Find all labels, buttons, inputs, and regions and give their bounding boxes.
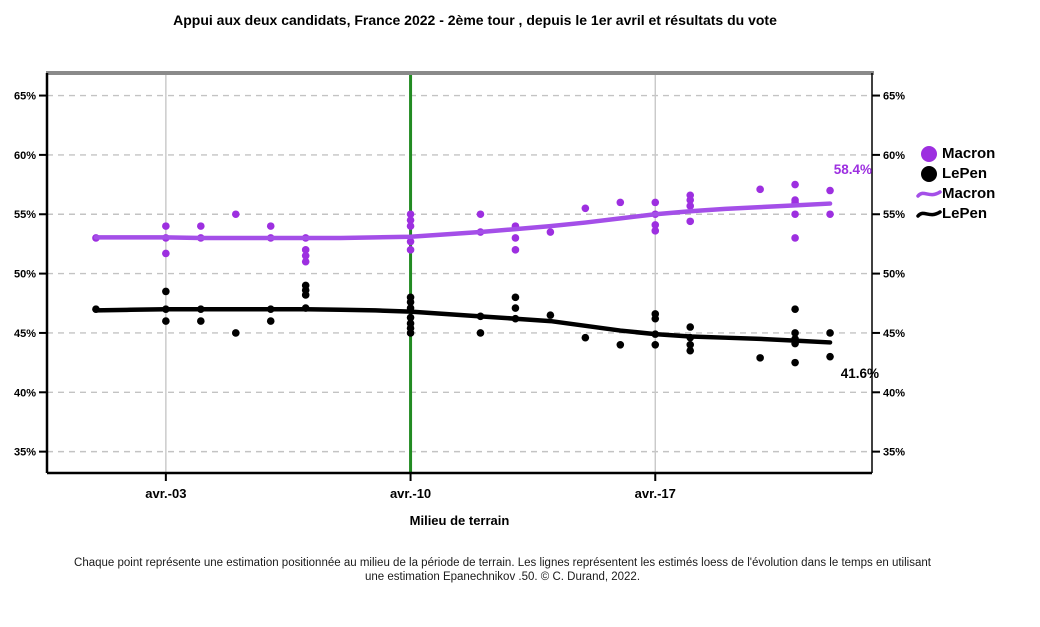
macron-point	[686, 196, 695, 204]
lepen-line-icon	[916, 205, 942, 223]
lepen-point	[301, 291, 310, 299]
macron-point	[162, 249, 170, 258]
lepen-point	[756, 354, 764, 362]
lepen-point-icon	[916, 165, 942, 183]
lepen-point	[266, 317, 275, 325]
macron-point	[406, 210, 415, 219]
macron-point	[686, 217, 695, 226]
lepen-result-annotation: 41.6%	[840, 366, 879, 381]
macron-point	[301, 246, 310, 254]
lepen-point	[616, 341, 625, 349]
lepen-point	[791, 358, 799, 367]
macron-point	[651, 198, 660, 207]
y-tick-label-left: 50%	[14, 269, 36, 281]
macron-point	[476, 210, 485, 219]
macron-point	[301, 251, 310, 260]
legend-item-macron-line: Macron	[916, 184, 995, 204]
y-tick-label-left: 40%	[14, 387, 36, 399]
macron-point	[162, 222, 170, 230]
lepen-point	[511, 304, 520, 312]
caption-line-1: Chaque point représente une estimation p…	[74, 557, 931, 569]
lepen-point	[546, 311, 555, 319]
y-tick-label-left: 45%	[14, 328, 36, 340]
legend-label: Macron	[942, 185, 996, 202]
lepen-loess-line	[93, 306, 833, 345]
lepen-point	[686, 323, 695, 331]
macron-point	[581, 204, 590, 213]
macron-point	[406, 237, 415, 246]
macron-point	[197, 222, 205, 230]
macron-point	[511, 234, 520, 242]
y-tick-label-right: 35%	[883, 447, 905, 459]
lepen-point	[651, 341, 660, 349]
lepen-point	[511, 293, 520, 302]
chart-title: Appui aux deux candidats, France 2022 - …	[173, 12, 777, 28]
y-tick-label-right: 65%	[883, 91, 905, 103]
lepen-point	[791, 329, 799, 337]
legend: Macron LePen Macron LePen	[916, 144, 995, 224]
lepen-point	[686, 346, 695, 355]
caption: Chaque point représente une estimation p…	[0, 556, 1005, 585]
macron-point	[301, 257, 310, 266]
lepen-point	[826, 352, 834, 361]
legend-item-macron-point: Macron	[916, 144, 995, 164]
legend-label: LePen	[942, 165, 988, 182]
legend-label: LePen	[942, 205, 988, 222]
lepen-point	[476, 329, 485, 337]
legend-label: Macron	[942, 145, 996, 162]
y-tick-label-right: 40%	[883, 387, 905, 399]
macron-point	[266, 222, 275, 230]
macron-point	[826, 210, 834, 219]
macron-point	[826, 186, 834, 195]
x-tick-label: avr.-03	[145, 486, 186, 501]
y-tick-label-left: 60%	[14, 150, 36, 162]
lepen-point	[162, 287, 170, 296]
macron-point-icon	[916, 145, 942, 163]
x-tick-label: avr.-10	[390, 486, 431, 501]
lepen-point	[406, 313, 415, 322]
y-tick-label-left: 55%	[14, 209, 36, 221]
lepen-point	[406, 298, 415, 306]
lepen-point	[406, 329, 415, 337]
macron-point	[791, 210, 799, 219]
macron-point	[651, 221, 660, 229]
macron-point	[756, 185, 764, 194]
legend-item-lepen-point: LePen	[916, 164, 995, 184]
macron-point	[231, 210, 240, 219]
macron-point	[791, 234, 799, 242]
macron-result-annotation: 58.4%	[833, 162, 872, 177]
macron-point	[406, 246, 415, 254]
caption-line-2: une estimation Epanechnikov .50. © C. Du…	[364, 571, 641, 584]
lepen-point	[826, 329, 834, 337]
legend-item-lepen-line: LePen	[916, 204, 995, 224]
macron-point	[546, 228, 555, 236]
y-tick-label-right: 60%	[883, 150, 905, 162]
macron-point	[651, 227, 660, 235]
lepen-point	[581, 333, 590, 342]
lepen-point	[162, 317, 170, 325]
lepen-point	[651, 314, 660, 323]
lepen-point	[686, 341, 695, 349]
lepen-point	[231, 329, 240, 337]
lepen-point	[791, 305, 799, 314]
y-tick-label-left: 65%	[14, 91, 36, 103]
macron-loess-line	[93, 201, 833, 241]
macron-line-icon	[916, 185, 942, 203]
macron-point	[616, 198, 625, 207]
x-axis-title: Milieu de terrain	[409, 513, 510, 528]
y-tick-label-left: 35%	[14, 447, 36, 459]
x-tick-label: avr.-17	[635, 486, 676, 501]
y-tick-label-right: 45%	[883, 328, 905, 340]
macron-point	[406, 216, 415, 224]
y-tick-label-right: 55%	[883, 209, 905, 221]
y-tick-label-right: 50%	[883, 269, 905, 281]
macron-point	[511, 246, 520, 254]
macron-point	[686, 202, 695, 210]
macron-point	[406, 222, 415, 230]
lepen-point	[197, 317, 205, 325]
macron-point	[791, 180, 799, 189]
